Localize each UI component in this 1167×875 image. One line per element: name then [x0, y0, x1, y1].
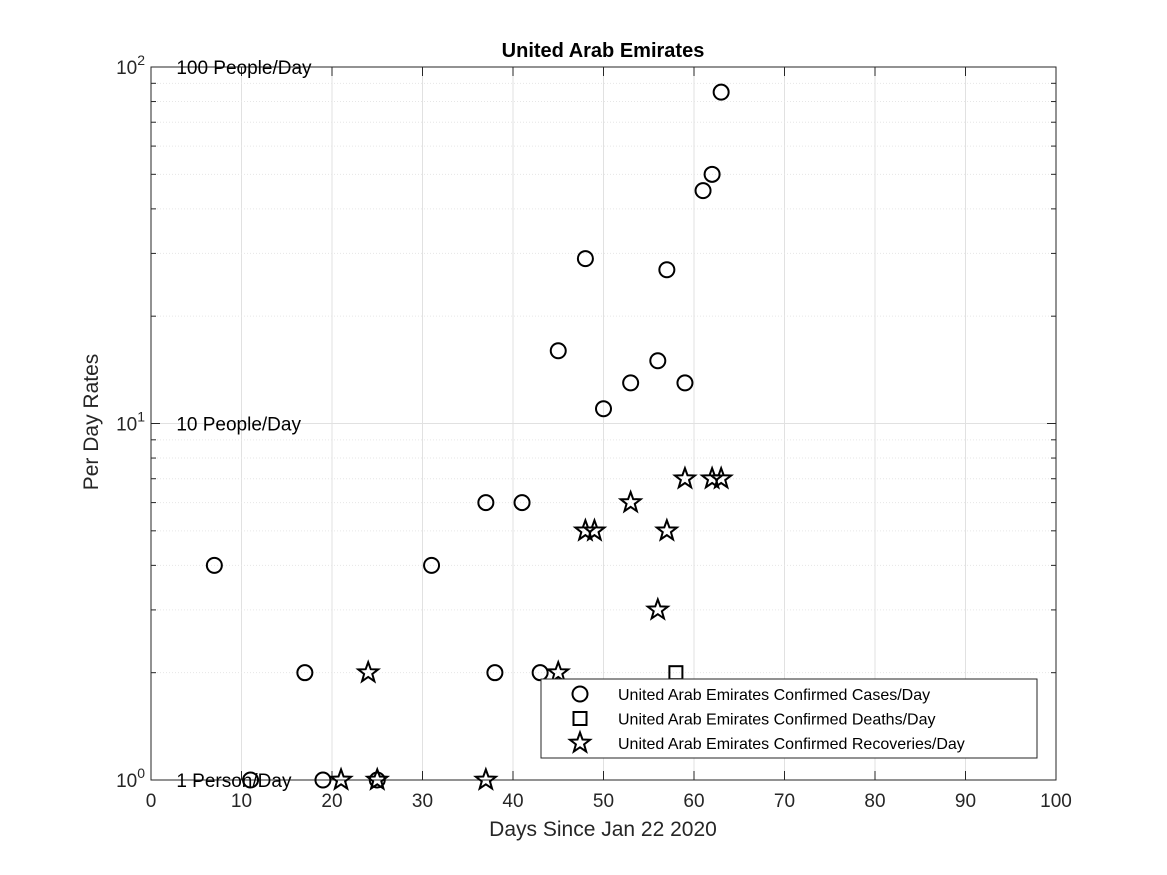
- cases-point: [296, 664, 314, 682]
- cases-point: [703, 165, 721, 183]
- cases-point: [486, 664, 504, 682]
- axes: [150, 66, 1057, 781]
- legend-box: [540, 678, 1038, 759]
- rate-annotation: 1 Person/Day: [176, 771, 292, 792]
- x-tick-label: 30: [412, 791, 433, 812]
- cases-point: [513, 494, 531, 512]
- legend-entry: United Arab Emirates Confirmed Recoverie…: [618, 736, 965, 753]
- recoveries-point: [473, 766, 499, 791]
- recoveries-point: [617, 489, 644, 514]
- x-tick-label: 20: [321, 791, 342, 812]
- legend-marker-circle: [571, 685, 589, 703]
- cases-point: [242, 771, 260, 789]
- cases-point: [423, 556, 441, 574]
- x-tick-label: 40: [502, 791, 523, 812]
- x-tick-labels: 0 10 20 30 40 50 60 70 80 90 100: [146, 791, 1072, 812]
- y-tick-labels: 100 101 102: [116, 52, 145, 792]
- y-tick-label: 100: [116, 765, 145, 792]
- cases-point: [477, 494, 495, 512]
- cases-point: [676, 374, 694, 392]
- legend-entry: United Arab Emirates Confirmed Deaths/Da…: [618, 712, 935, 729]
- annotations: 100 People/Day 10 People/Day 1 Person/Day: [176, 58, 312, 792]
- legend-marker-square: [572, 711, 588, 726]
- cases-point: [622, 374, 640, 392]
- x-tick-label: 90: [955, 791, 976, 812]
- x-tick-label: 50: [593, 791, 614, 812]
- y-tick-label: 101: [116, 409, 145, 436]
- cases-point: [649, 352, 667, 370]
- recoveries-point: [645, 596, 671, 621]
- y-tick-label: 102: [116, 52, 145, 79]
- x-tick-label: 100: [1040, 791, 1072, 812]
- cases-point: [549, 342, 567, 360]
- recoveries-point: [328, 766, 354, 791]
- rate-annotation: 10 People/Day: [176, 415, 301, 436]
- cases-point: [595, 400, 612, 418]
- chart-title: United Arab Emirates: [502, 40, 705, 62]
- x-tick-label: 70: [774, 791, 795, 812]
- cases-point: [576, 250, 594, 268]
- rate-annotation: 100 People/Day: [176, 58, 312, 79]
- recoveries-point: [654, 517, 680, 542]
- data-marks: [205, 83, 734, 791]
- cases-point: [314, 771, 332, 789]
- legend: United Arab Emirates Confirmed Cases/Day…: [540, 678, 1038, 759]
- recoveries-point: [581, 517, 608, 542]
- x-tick-label: 80: [864, 791, 885, 812]
- x-tick-label: 0: [146, 791, 157, 812]
- recoveries-point: [364, 766, 391, 791]
- recoveries-point: [672, 465, 698, 490]
- x-tick-label: 60: [683, 791, 704, 812]
- x-axis-label: Days Since Jan 22 2020: [489, 818, 717, 841]
- cases-point: [712, 83, 730, 101]
- cases-point: [205, 556, 223, 574]
- y-axis-label: Per Day Rates: [80, 354, 103, 491]
- cases-point: [368, 771, 386, 789]
- legend-entry: United Arab Emirates Confirmed Cases/Day: [618, 687, 930, 704]
- cases-point: [658, 261, 676, 279]
- legend-marker-star: [567, 729, 593, 754]
- cases-point: [531, 664, 549, 682]
- recoveries-point: [545, 659, 572, 684]
- recoveries-point: [355, 659, 381, 684]
- cases-point: [694, 182, 712, 200]
- x-tick-label: 10: [231, 791, 252, 812]
- recoveries-point: [708, 465, 734, 490]
